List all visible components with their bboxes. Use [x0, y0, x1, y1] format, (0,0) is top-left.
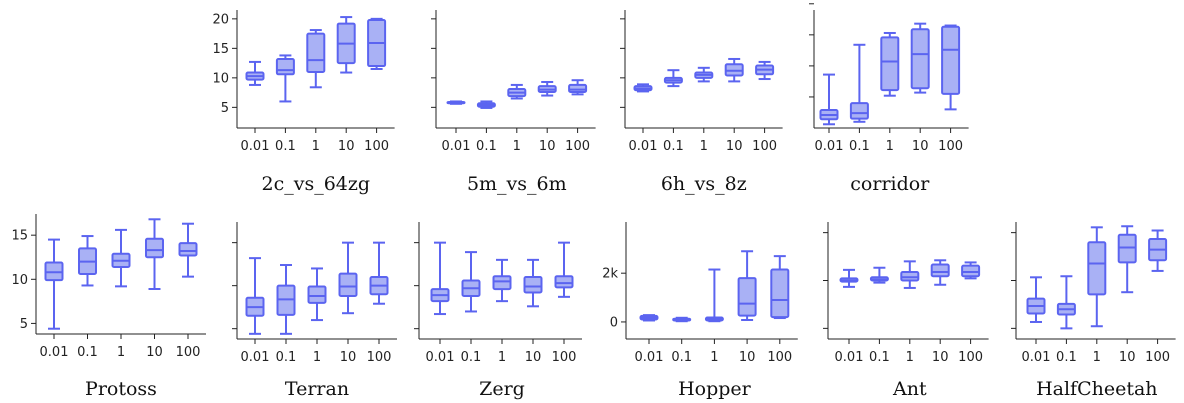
panel-title: Hopper — [678, 378, 752, 400]
box-iqr — [930, 263, 950, 278]
y-tick-label: 2k — [602, 267, 618, 282]
x-tick-label: 100 — [176, 345, 201, 360]
x-tick-label: 100 — [767, 350, 792, 365]
x-tick-label: 10 — [338, 139, 355, 154]
x-tick-label: 0.1 — [1056, 350, 1077, 365]
panel-title: 6h_vs_8z — [661, 173, 747, 195]
box-iqr — [178, 242, 198, 257]
x-tick-label: 0.01 — [241, 350, 270, 365]
panel-title: 5m_vs_6m — [467, 173, 567, 195]
x-tick-label: 10 — [525, 350, 542, 365]
x-tick-label: 0.01 — [629, 139, 658, 154]
x-tick-label: 1 — [313, 350, 321, 365]
x-tick-label: 10 — [1119, 350, 1136, 365]
box-iqr — [770, 268, 790, 319]
x-tick-label: 1 — [700, 139, 708, 154]
x-tick-label: 1 — [906, 350, 914, 365]
x-tick-label: 10 — [912, 139, 929, 154]
x-tick-label: 10 — [340, 350, 357, 365]
x-tick-label: 0.1 — [275, 139, 296, 154]
x-tick-label: 0.1 — [869, 350, 890, 365]
panel-title: Protoss — [85, 378, 157, 400]
panel-title: Zerg — [479, 378, 525, 400]
box-iqr — [338, 272, 358, 297]
box-iqr — [900, 270, 920, 282]
x-tick-label: 100 — [364, 139, 389, 154]
x-tick-label: 0.1 — [663, 139, 684, 154]
x-tick-label: 10 — [726, 139, 743, 154]
y-tick-label: 5 — [20, 317, 28, 332]
x-tick-label: 0.1 — [671, 350, 692, 365]
panel-title: 2c_vs_64zg — [262, 173, 371, 195]
box-iqr — [880, 36, 900, 92]
x-tick-label: 0.1 — [77, 345, 98, 360]
x-tick-label: 0.1 — [276, 350, 297, 365]
x-tick-label: 0.01 — [815, 139, 844, 154]
x-tick-label: 100 — [958, 350, 983, 365]
x-tick-label: 1 — [117, 345, 125, 360]
x-tick-label: 1 — [513, 139, 521, 154]
x-tick-label: 0.01 — [635, 350, 664, 365]
x-tick-label: 100 — [367, 350, 392, 365]
x-tick-label: 0.01 — [426, 350, 455, 365]
panel-title: Ant — [892, 378, 927, 400]
y-tick-label: 20 — [212, 12, 229, 27]
y-tick-label: 15 — [11, 229, 28, 244]
box-iqr — [275, 57, 295, 76]
x-tick-label: 0.1 — [461, 350, 482, 365]
y-tick-label: 10 — [212, 71, 229, 86]
x-tick-label: 1 — [886, 139, 894, 154]
box-iqr — [1117, 233, 1137, 264]
x-tick-label: 100 — [1145, 350, 1170, 365]
box-iqr — [941, 25, 961, 95]
x-tick-label: 0.1 — [849, 139, 870, 154]
box-iqr — [492, 275, 512, 291]
x-tick-label: 0.01 — [1022, 350, 1051, 365]
x-tick-label: 1 — [312, 139, 320, 154]
box-iqr — [307, 285, 327, 304]
box-iqr — [961, 264, 981, 278]
x-tick-label: 1 — [1093, 350, 1101, 365]
box-iqr — [910, 28, 930, 90]
box-iqr — [849, 102, 869, 120]
x-tick-label: 1 — [710, 350, 718, 365]
x-tick-label: 0.01 — [442, 139, 471, 154]
x-tick-label: 100 — [938, 139, 963, 154]
x-tick-label: 0.01 — [835, 350, 864, 365]
box-iqr — [1087, 241, 1107, 296]
x-tick-label: 10 — [146, 345, 163, 360]
x-tick-label: 100 — [752, 139, 777, 154]
panel-title: corridor — [850, 173, 930, 195]
x-tick-label: 10 — [739, 350, 756, 365]
box-iqr — [523, 276, 543, 294]
box-iqr — [568, 83, 588, 94]
x-tick-label: 0.01 — [40, 345, 69, 360]
y-tick-label: 15 — [212, 42, 229, 57]
box-iqr — [737, 277, 757, 317]
x-tick-label: 0.01 — [241, 139, 270, 154]
x-tick-label: 10 — [539, 139, 556, 154]
x-tick-label: 0.1 — [476, 139, 497, 154]
x-tick-label: 100 — [552, 350, 577, 365]
y-tick-label: 0 — [610, 315, 618, 330]
x-tick-label: 10 — [932, 350, 949, 365]
box-iqr — [554, 275, 574, 289]
box-iqr — [145, 237, 164, 259]
panel-title: HalfCheetah — [1036, 378, 1157, 400]
x-tick-label: 100 — [565, 139, 590, 154]
x-tick-label: 1 — [498, 350, 506, 365]
y-tick-label: 10 — [11, 273, 28, 288]
box-iqr — [306, 32, 326, 73]
panel-title: Terran — [285, 378, 349, 400]
y-tick-label: 5 — [221, 101, 229, 116]
